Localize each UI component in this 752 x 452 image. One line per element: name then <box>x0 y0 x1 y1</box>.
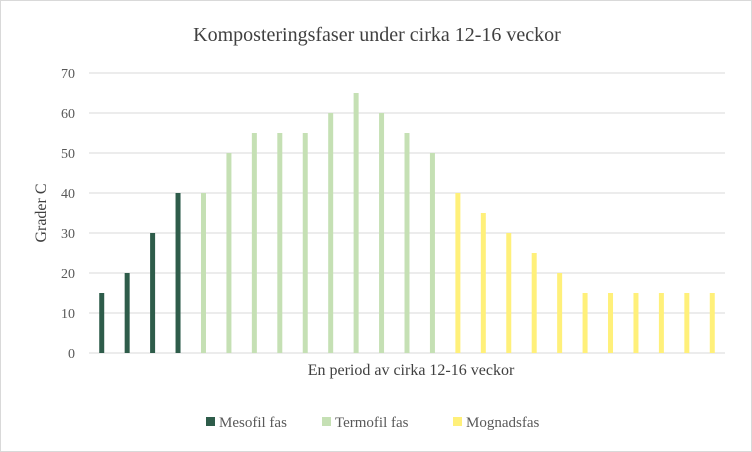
bar <box>684 293 690 353</box>
bar <box>150 233 156 353</box>
bar <box>353 93 359 353</box>
bar <box>429 153 435 353</box>
bars <box>99 93 715 353</box>
legend-swatch <box>206 417 215 426</box>
bar <box>404 133 410 353</box>
y-tick-label: 20 <box>61 267 75 282</box>
y-tick-label: 60 <box>61 107 75 122</box>
legend-label: Termofil fas <box>335 415 409 431</box>
legend-label: Mognadsfas <box>466 415 539 431</box>
legend-item: Mognadsfas <box>453 415 539 431</box>
chart-title: Komposteringsfaser under cirka 12-16 vec… <box>193 24 561 46</box>
legend-item: Termofil fas <box>322 415 409 431</box>
bar <box>608 293 614 353</box>
y-tick-label: 50 <box>61 147 75 162</box>
x-axis-label: En period av cirka 12-16 veckor <box>308 362 515 379</box>
bar <box>328 113 334 353</box>
bar <box>302 133 308 353</box>
bar <box>226 153 232 353</box>
bar <box>658 293 664 353</box>
y-tick-label: 10 <box>61 307 75 322</box>
legend: Mesofil fas Termofil fas Mognadsfas <box>206 415 539 431</box>
y-tick-label: 40 <box>61 187 75 202</box>
bar <box>582 293 588 353</box>
bar <box>99 293 105 353</box>
bar <box>531 253 537 353</box>
bar <box>709 293 715 353</box>
legend-item: Mesofil fas <box>206 415 287 431</box>
y-tick-label: 70 <box>61 67 75 82</box>
bar <box>277 133 283 353</box>
legend-swatch <box>453 417 462 426</box>
bar <box>480 213 486 353</box>
bar <box>506 233 512 353</box>
bar <box>200 193 206 353</box>
bar <box>175 193 181 353</box>
bar <box>633 293 639 353</box>
y-tick-label: 0 <box>68 347 75 362</box>
bar <box>557 273 563 353</box>
bar <box>251 133 257 353</box>
bar <box>379 113 385 353</box>
y-tick-labels: 0 10 20 30 40 50 60 70 <box>61 67 75 362</box>
legend-label: Mesofil fas <box>219 415 287 431</box>
y-tick-label: 30 <box>61 227 75 242</box>
legend-swatch <box>322 417 331 426</box>
bar <box>455 193 461 353</box>
bar <box>124 273 130 353</box>
y-axis-label: Grader C <box>33 183 50 242</box>
